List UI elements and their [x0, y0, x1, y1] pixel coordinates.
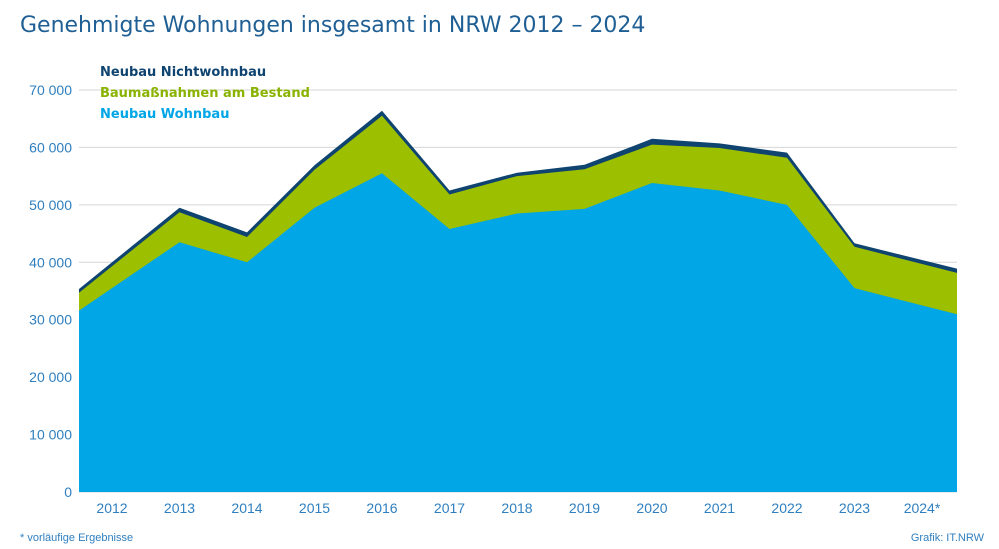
x-tick-label: 2019 [569, 500, 600, 516]
x-tick-label: 2012 [96, 500, 127, 516]
x-tick-label: 2014 [231, 500, 262, 516]
y-tick-label: 70 000 [29, 82, 72, 98]
source-credit: Grafik: IT.NRW [911, 532, 985, 544]
y-tick-label: 50 000 [29, 197, 72, 213]
y-tick-label: 0 [64, 484, 72, 500]
x-tick-label: 2016 [366, 500, 397, 516]
y-tick-label: 30 000 [29, 312, 72, 328]
x-tick-label: 2020 [636, 500, 667, 516]
x-tick-label: 2018 [501, 500, 532, 516]
legend-item-neubau-nichtwohnbau: Neubau Nichtwohnbau [100, 65, 266, 80]
x-tick-label: 2024* [904, 500, 941, 516]
legend: Neubau Nichtwohnbau Baumaßnahmen am Best… [100, 65, 310, 122]
footnote: * vorläufige Ergebnisse [20, 532, 133, 544]
legend-item-baumassnahmen-am-bestand: Baumaßnahmen am Bestand [100, 86, 310, 101]
y-axis-ticks: 0 10 000 20 000 30 000 40 000 50 000 60 000 70 … [29, 82, 72, 500]
legend-item-neubau-wohnbau: Neubau Wohnbau [100, 107, 229, 122]
x-tick-label: 2023 [839, 500, 870, 516]
area-layer [79, 110, 957, 493]
y-tick-label: 40 000 [29, 254, 72, 270]
x-tick-label: 2015 [299, 500, 330, 516]
x-tick-label: 2017 [434, 500, 465, 516]
x-axis-ticks: 2012 2013 2014 2015 2016 2017 2018 2019 2020 2021… [96, 500, 940, 516]
y-tick-label: 10 000 [29, 427, 72, 443]
x-tick-label: 2013 [164, 500, 195, 516]
y-tick-label: 20 000 [29, 369, 72, 385]
chart-title: Genehmigte Wohnungen insgesamt in NRW 20… [20, 13, 645, 38]
y-tick-label: 60 000 [29, 139, 72, 155]
x-tick-label: 2022 [771, 500, 802, 516]
x-tick-label: 2021 [704, 500, 735, 516]
area-neubau-wohnbau [79, 173, 957, 493]
